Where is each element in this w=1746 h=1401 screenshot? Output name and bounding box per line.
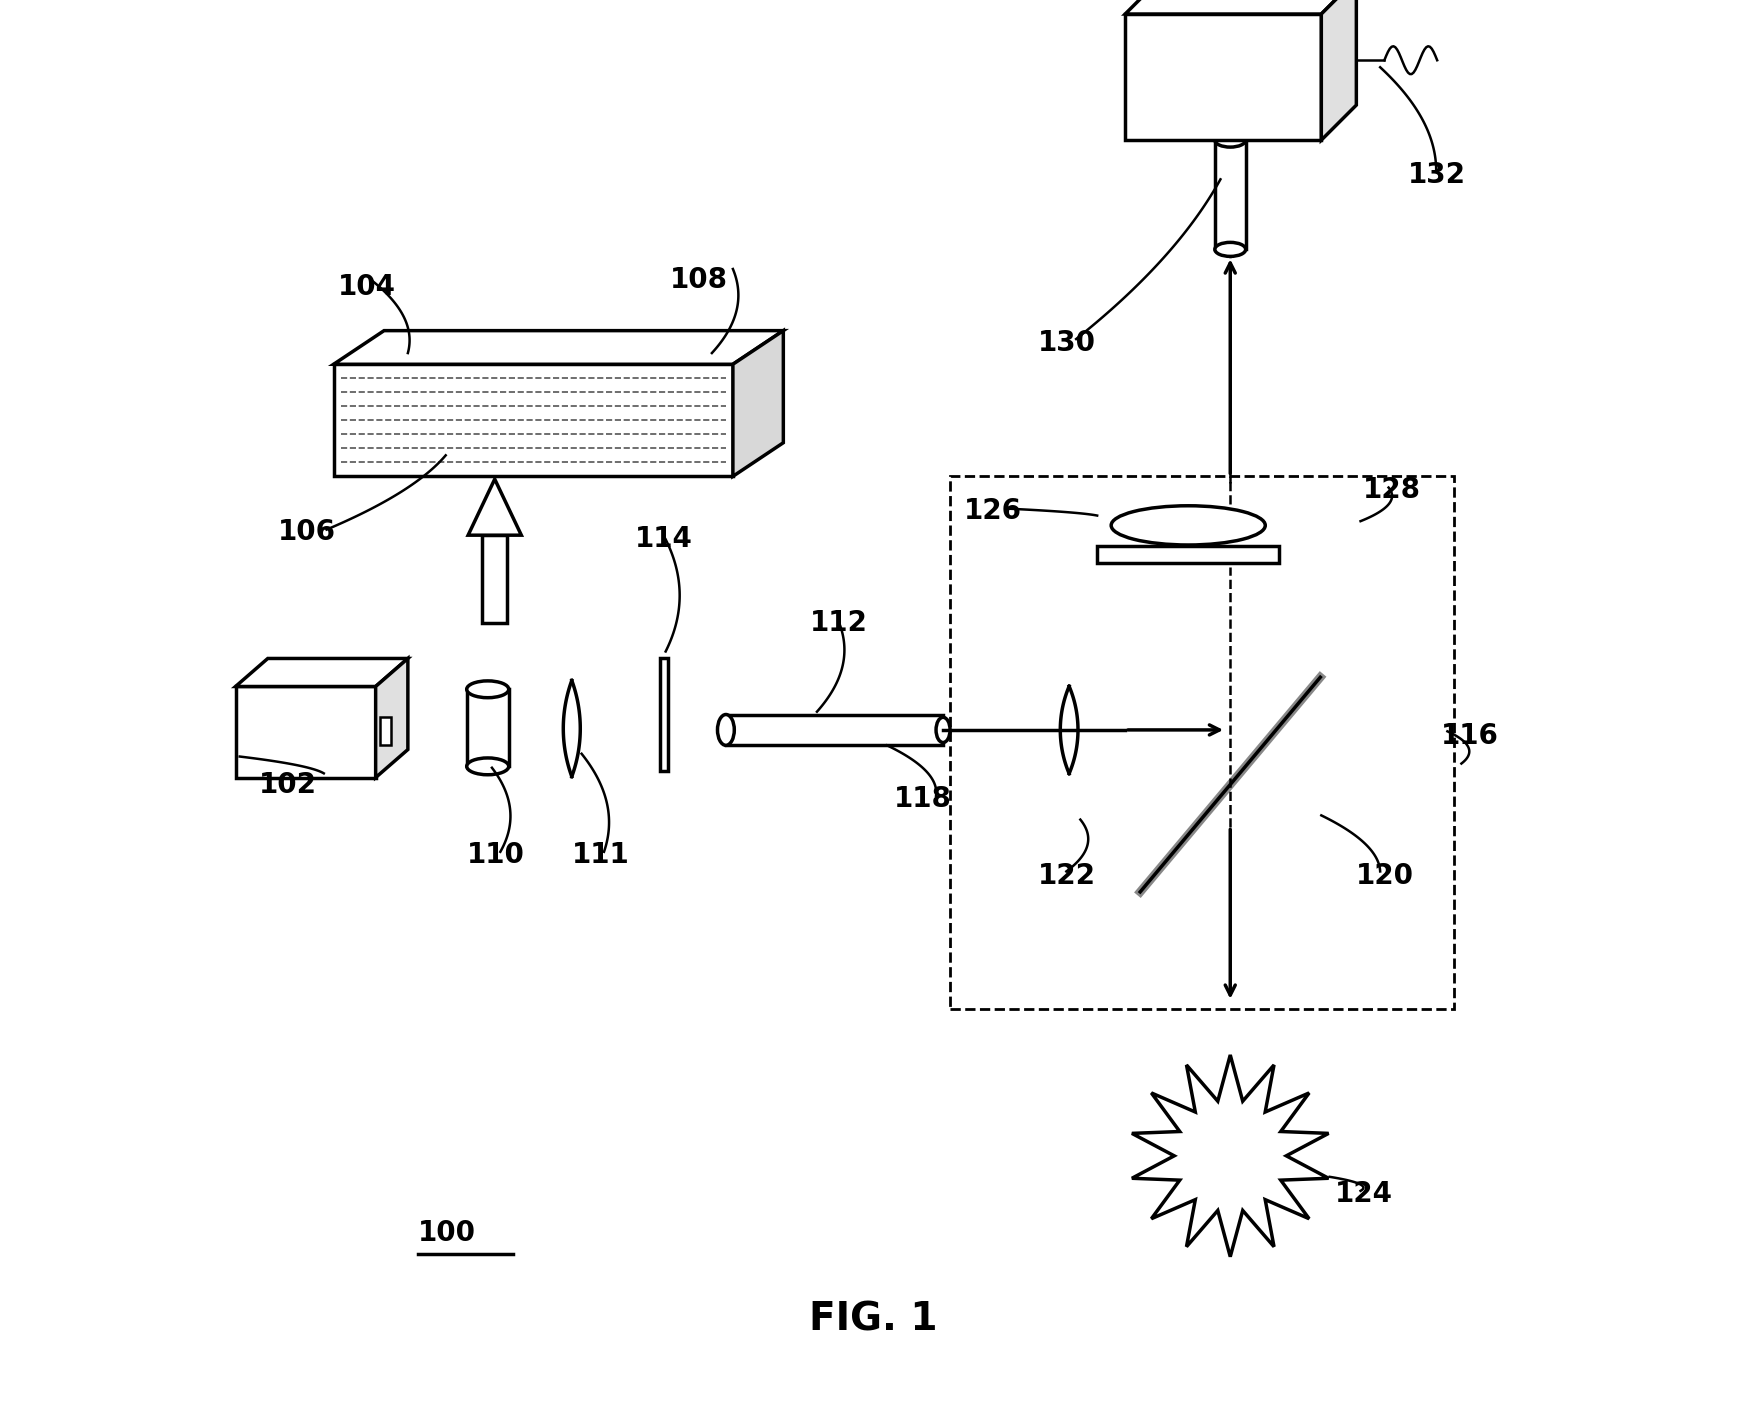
Text: 106: 106: [278, 518, 335, 546]
FancyBboxPatch shape: [1124, 14, 1322, 140]
Ellipse shape: [936, 717, 950, 743]
Text: FIG. 1: FIG. 1: [808, 1300, 938, 1339]
Polygon shape: [333, 331, 784, 364]
Polygon shape: [1124, 0, 1357, 14]
Text: 120: 120: [1357, 862, 1414, 890]
FancyBboxPatch shape: [466, 689, 508, 766]
Polygon shape: [1131, 1055, 1329, 1257]
Ellipse shape: [466, 681, 508, 698]
Text: 108: 108: [670, 266, 728, 294]
Polygon shape: [468, 479, 522, 535]
Ellipse shape: [1215, 242, 1245, 256]
Polygon shape: [236, 658, 409, 686]
Text: 132: 132: [1409, 161, 1467, 189]
FancyBboxPatch shape: [333, 364, 733, 476]
Text: 112: 112: [810, 609, 868, 637]
Text: 118: 118: [894, 785, 952, 813]
FancyBboxPatch shape: [726, 715, 943, 745]
FancyBboxPatch shape: [381, 717, 391, 745]
Text: 114: 114: [636, 525, 693, 553]
Polygon shape: [733, 331, 784, 476]
Ellipse shape: [1110, 506, 1266, 545]
Polygon shape: [375, 658, 409, 778]
Text: 128: 128: [1364, 476, 1421, 504]
FancyBboxPatch shape: [1096, 546, 1280, 563]
Text: 110: 110: [466, 841, 524, 869]
Ellipse shape: [466, 758, 508, 775]
Polygon shape: [1322, 0, 1357, 140]
FancyBboxPatch shape: [660, 658, 669, 771]
Text: 116: 116: [1440, 722, 1498, 750]
Ellipse shape: [718, 715, 735, 745]
Text: 124: 124: [1336, 1180, 1393, 1208]
Ellipse shape: [1215, 133, 1245, 147]
Text: 102: 102: [260, 771, 318, 799]
Text: 104: 104: [337, 273, 396, 301]
Text: 100: 100: [417, 1219, 475, 1247]
Text: 122: 122: [1039, 862, 1096, 890]
Text: 111: 111: [571, 841, 630, 869]
FancyBboxPatch shape: [1215, 140, 1245, 249]
FancyBboxPatch shape: [236, 686, 375, 778]
Text: 126: 126: [964, 497, 1021, 525]
FancyBboxPatch shape: [482, 535, 508, 623]
Text: 130: 130: [1039, 329, 1096, 357]
